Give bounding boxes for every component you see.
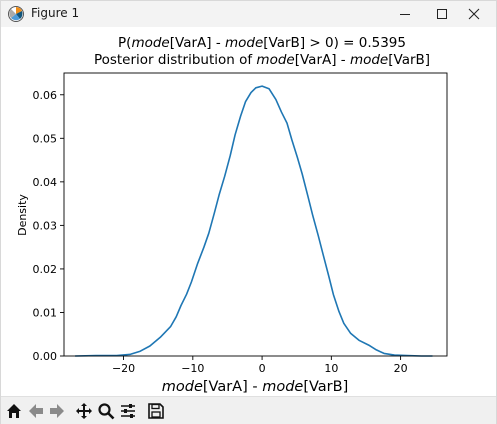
y-axis-ticks: 0.00 0.01 0.02 0.03 0.04 0.05 0.06 [33,89,64,363]
y-tick-label: 0.06 [33,89,58,102]
maximize-button[interactable] [419,1,465,27]
minimize-icon [400,14,410,15]
y-axis-label: Density [16,194,29,236]
chart-title-line1: P(mode[VarA] - mode[VarB] > 0) = 0.5395 [118,35,406,51]
density-curve [75,85,433,357]
zoom-button[interactable] [95,400,117,422]
navigation-toolbar [1,396,496,424]
figure-canvas[interactable]: P(mode[VarA] - mode[VarB] > 0) = 0.5395 … [1,27,496,395]
close-button[interactable] [451,1,497,27]
title-bar[interactable]: Figure 1 [1,1,496,27]
x-tick-label: 20 [394,362,408,375]
x-axis-label: mode[VarA] - mode[VarB] [162,379,348,395]
chart-title-line2: Posterior distribution of mode[VarA] - m… [94,52,430,68]
home-icon [7,404,21,418]
save-button[interactable] [145,400,167,422]
y-tick-label: 0.02 [33,263,58,276]
configure-subplots-button[interactable] [117,400,139,422]
sliders-icon [121,404,135,418]
x-axis-ticks: −20 −10 0 10 20 [112,356,408,375]
x-tick-label: −20 [112,362,135,375]
back-button[interactable] [25,400,47,422]
arrow-right-icon [50,404,64,418]
y-tick-label: 0.03 [33,219,58,232]
floppy-disk-icon [148,403,164,419]
close-icon [468,8,480,20]
minimize-button[interactable] [382,1,428,27]
y-tick-label: 0.01 [33,306,58,319]
home-button[interactable] [3,400,25,422]
x-tick-label: −10 [181,362,204,375]
maximize-icon [437,9,447,19]
y-tick-label: 0.05 [33,132,58,145]
x-tick-label: 0 [259,362,266,375]
x-tick-label: 10 [324,362,338,375]
arrow-left-icon [29,404,43,418]
move-arrows-icon [76,403,92,419]
y-tick-label: 0.04 [33,176,58,189]
axes-frame [63,72,448,357]
chart: P(mode[VarA] - mode[VarB] > 0) = 0.5395 … [16,35,448,395]
matplotlib-icon [7,5,25,23]
window-title: Figure 1 [31,6,80,20]
y-tick-label: 0.00 [33,350,58,363]
pan-button[interactable] [73,400,95,422]
forward-button[interactable] [46,400,68,422]
magnifier-icon [98,403,115,420]
